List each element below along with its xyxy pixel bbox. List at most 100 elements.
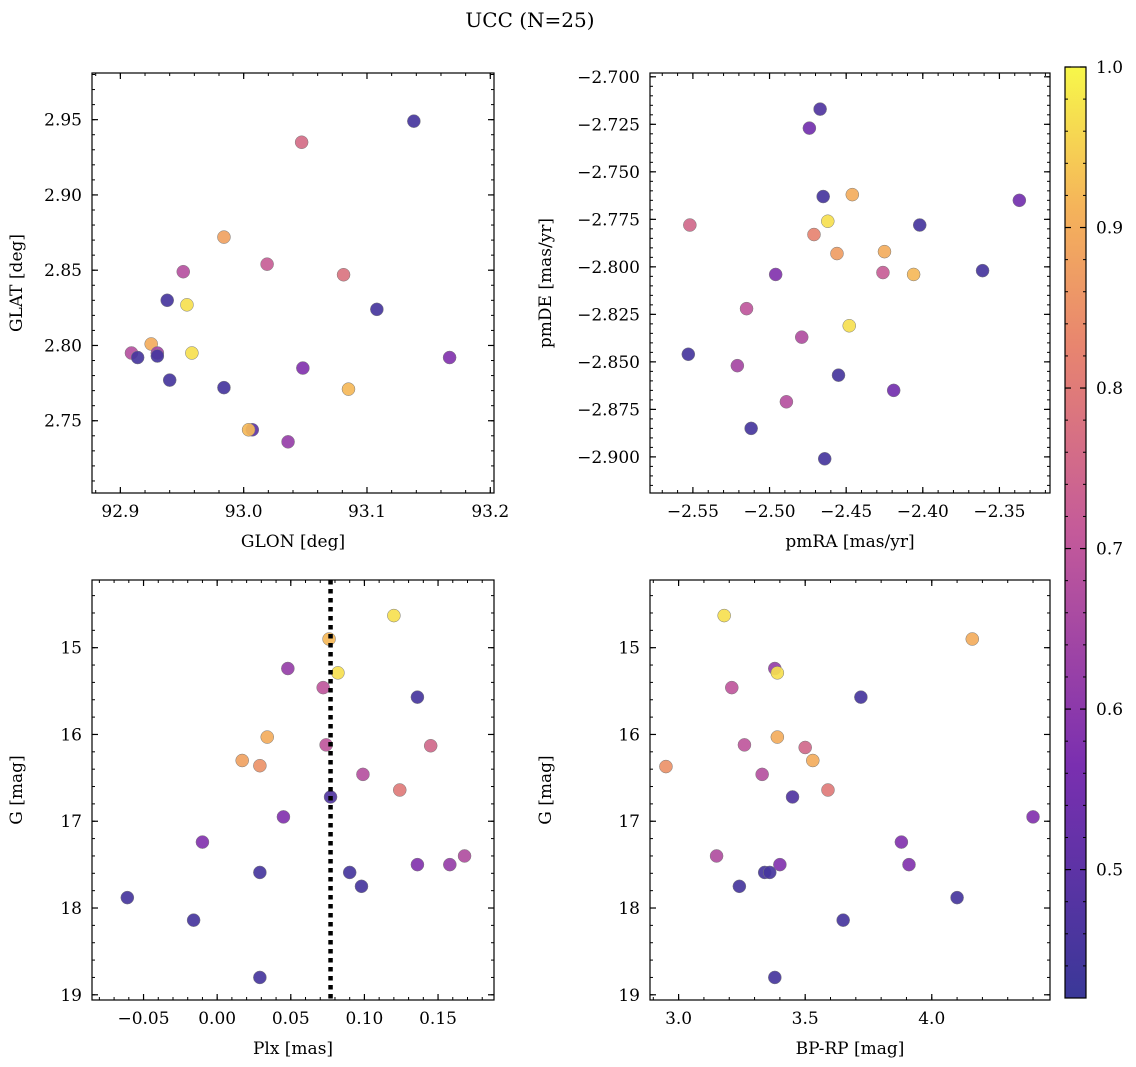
scatter-point: [807, 227, 821, 242]
scatter-point: [886, 383, 901, 398]
scatter-point: [276, 810, 291, 824]
colorbar-tick-label: 0.7: [1096, 540, 1123, 560]
y-tick-label: 2.75: [44, 412, 82, 432]
x-tick-label: 0.15: [419, 1009, 457, 1029]
x-tick-label: 0.10: [345, 1009, 383, 1029]
y-tick-label: 18: [618, 899, 640, 919]
x-tick-label: −2.45: [820, 502, 872, 522]
scatter-point: [785, 790, 800, 804]
scatter-point: [830, 246, 844, 261]
scatter-point: [393, 783, 407, 797]
colorbar-tick-label: 0.6: [1096, 700, 1123, 720]
scatter-points: [124, 114, 457, 449]
plot-frame: [649, 579, 1051, 1001]
x-tick-label: 92.9: [101, 502, 139, 522]
scatter-point: [354, 879, 369, 894]
plot-frame: [91, 579, 495, 1001]
scatter-point: [876, 265, 890, 280]
y-tick-label: 15: [618, 639, 640, 659]
scatter-point: [260, 257, 274, 271]
y-tick-label: −2.875: [577, 400, 640, 420]
scatter-point: [195, 835, 210, 849]
y-tick-label: −2.900: [577, 448, 640, 468]
y-tick-label: 17: [618, 812, 640, 832]
scatter-point: [260, 730, 274, 744]
scatter-point: [370, 302, 384, 317]
x-tick-label: 93.2: [471, 502, 509, 522]
scatter-panel-3: −0.05 0.00 0.05 0.10 0.15 15 16 17 18 19 Plx [mas]…: [7, 579, 495, 1059]
scatter-point: [709, 849, 724, 863]
scatter-point: [186, 913, 201, 927]
scatter-point: [732, 879, 747, 894]
scatter-point: [683, 218, 697, 232]
x-tick-label: 4.0: [918, 1009, 945, 1029]
scatter-point: [341, 382, 356, 396]
scatter-point: [331, 666, 345, 680]
plot-frame: [91, 72, 495, 494]
scatter-point: [768, 970, 782, 985]
y-tick-label: 2.85: [44, 261, 82, 281]
scatter-point: [296, 361, 310, 375]
scatter-point: [160, 293, 174, 308]
y-axis-label: G [mag]: [7, 755, 27, 824]
scatter-point: [407, 114, 421, 128]
scatter-point: [877, 244, 892, 259]
scatter-point: [768, 267, 783, 282]
scatter-point: [770, 730, 785, 744]
scatter-point: [443, 857, 457, 872]
scatter-point: [813, 102, 827, 116]
y-tick-label: 19: [618, 986, 640, 1006]
y-tick-label: 16: [60, 725, 82, 745]
scatter-point: [831, 368, 846, 382]
y-axis-label: G [mag]: [536, 755, 556, 824]
scatter-point: [817, 452, 832, 466]
scatter-point: [659, 759, 673, 774]
scatter-point: [975, 263, 990, 278]
scatter-point: [120, 890, 135, 905]
scatter-point: [854, 690, 868, 704]
scatter-point: [253, 758, 267, 773]
scatter-point: [235, 753, 249, 768]
colorbar-tick-label: 0.9: [1096, 219, 1123, 239]
x-tick-label: 0.00: [198, 1009, 236, 1029]
x-axis-label: pmRA [mas/yr]: [785, 532, 914, 552]
x-tick-label: −0.05: [117, 1009, 169, 1029]
scatter-point: [316, 680, 330, 695]
x-tick-label: 93.0: [225, 502, 263, 522]
scatter-point: [162, 373, 177, 387]
scatter-point: [681, 347, 696, 362]
x-tick-label: 0.05: [272, 1009, 310, 1029]
scatter-point: [842, 319, 856, 333]
scatter-point: [755, 767, 769, 782]
scatter-point: [730, 358, 745, 373]
y-tick-label: −2.775: [577, 210, 640, 230]
scatter-point: [845, 187, 860, 202]
scatter-point: [130, 350, 145, 365]
y-tick-label: 18: [60, 899, 82, 919]
x-tick-label: −2.50: [743, 502, 795, 522]
scatter-panel-4: 3.0 3.5 4.0 15 16 17 18 19 BP-RP [mag] G [mag]: [536, 579, 1051, 1059]
scatter-point: [739, 301, 754, 316]
scatter-points: [120, 608, 472, 985]
scatter-point: [180, 298, 194, 312]
scatter-point: [1026, 810, 1040, 824]
scatter-point: [457, 849, 472, 863]
scatter-point: [836, 913, 850, 927]
colorbar-tick-label: 1.0: [1096, 58, 1123, 78]
y-tick-label: −2.700: [577, 68, 640, 88]
colorbar: 0.5 0.6 0.7 0.8 0.9 1.0: [1064, 58, 1123, 999]
y-tick-label: −2.825: [577, 305, 640, 325]
scatter-point: [387, 608, 401, 623]
scatter-point: [906, 267, 921, 282]
scatter-point: [281, 435, 295, 449]
y-tick-label: −2.725: [577, 115, 640, 135]
scatter-panel-1: 92.9 93.0 93.1 93.2 2.75 2.80 2.85 2.90 2.95 GLON…: [7, 72, 509, 552]
scatter-point: [423, 738, 438, 753]
scatter-point: [185, 346, 199, 360]
colorbar-gradient: [1064, 66, 1087, 999]
scatter-point: [217, 230, 231, 244]
y-axis-label: GLAT [deg]: [7, 234, 27, 332]
x-tick-label: 3.5: [792, 1009, 819, 1029]
x-tick-label: −2.35: [973, 502, 1025, 522]
